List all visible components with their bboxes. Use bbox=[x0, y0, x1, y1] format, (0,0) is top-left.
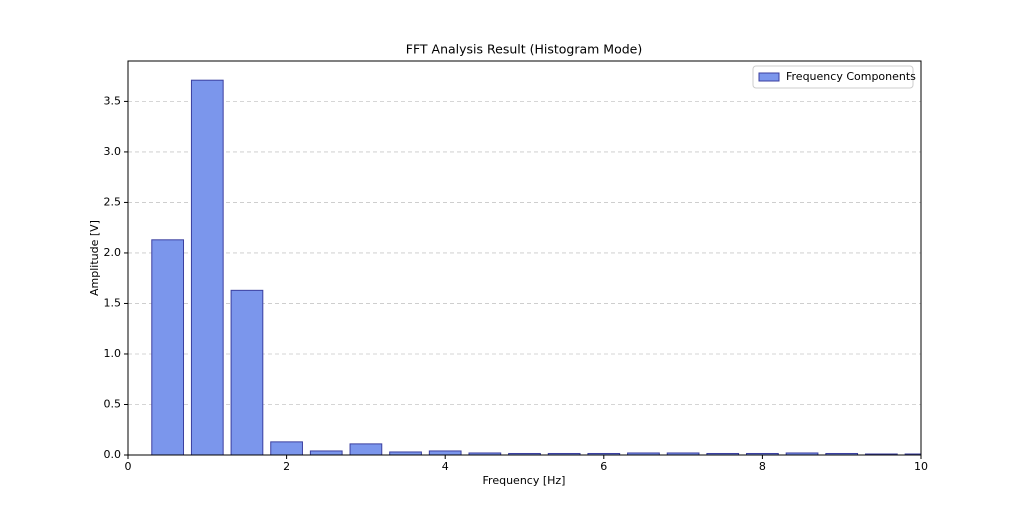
legend-swatch bbox=[758, 72, 780, 82]
bar bbox=[746, 452, 779, 455]
bar bbox=[547, 452, 581, 455]
ticks: 0.0 0.5 1.0 1.5 2.0 2.5 3.0 3.5 0 2 4 6 8 10 bbox=[104, 94, 929, 473]
bar bbox=[706, 452, 740, 455]
legend-box bbox=[752, 65, 914, 89]
legend: Frequency Components bbox=[752, 65, 916, 89]
bar bbox=[389, 451, 422, 455]
plot-frame bbox=[127, 60, 922, 456]
chart-title: FFT Analysis Result (Histogram Mode) bbox=[406, 42, 642, 57]
bar bbox=[785, 452, 819, 455]
y-tick-label: 2.5 bbox=[104, 195, 122, 208]
bar bbox=[349, 443, 383, 455]
x-tick-label: 0 bbox=[125, 460, 132, 473]
x-tick-label: 8 bbox=[759, 460, 766, 473]
bar bbox=[864, 453, 898, 455]
bar bbox=[190, 79, 224, 455]
y-tick-label: 1.5 bbox=[104, 296, 122, 309]
x-axis-label: Frequency [Hz] bbox=[483, 474, 566, 487]
bar bbox=[825, 452, 859, 455]
bar bbox=[587, 452, 621, 455]
bar bbox=[468, 452, 502, 455]
bar bbox=[666, 452, 700, 455]
bar bbox=[151, 239, 185, 455]
x-tick-label: 2 bbox=[283, 460, 290, 473]
y-tick-label: 3.0 bbox=[104, 145, 122, 158]
y-tick-label: 3.5 bbox=[104, 94, 122, 107]
x-tick-label: 4 bbox=[442, 460, 449, 473]
x-tick-label: 6 bbox=[600, 460, 607, 473]
bar bbox=[230, 289, 264, 455]
bar bbox=[627, 452, 660, 455]
y-tick-label: 0.0 bbox=[104, 448, 122, 461]
bar bbox=[428, 450, 462, 455]
legend-label: Frequency Components bbox=[786, 70, 916, 83]
bar bbox=[309, 450, 343, 455]
y-tick-label: 2.0 bbox=[104, 246, 122, 259]
bar bbox=[508, 452, 541, 455]
bar bbox=[270, 441, 303, 455]
bar bbox=[904, 453, 921, 455]
y-axis-label: Amplitude [V] bbox=[88, 220, 101, 296]
y-tick-label: 0.5 bbox=[104, 397, 122, 410]
x-tick-label: 10 bbox=[914, 460, 928, 473]
y-tick-label: 1.0 bbox=[104, 347, 122, 360]
